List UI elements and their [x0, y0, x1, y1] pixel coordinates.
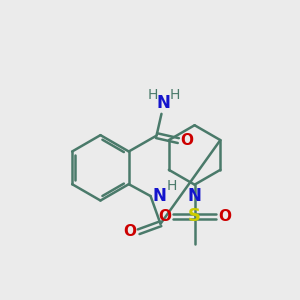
Text: O: O	[180, 133, 193, 148]
Text: N: N	[188, 187, 202, 205]
Text: O: O	[158, 209, 171, 224]
Text: H: H	[169, 88, 179, 102]
Text: S: S	[188, 207, 201, 225]
Text: N: N	[157, 94, 170, 112]
Text: N: N	[153, 187, 166, 205]
Text: H: H	[147, 88, 158, 102]
Text: O: O	[124, 224, 137, 239]
Text: H: H	[167, 179, 177, 193]
Text: O: O	[218, 209, 231, 224]
